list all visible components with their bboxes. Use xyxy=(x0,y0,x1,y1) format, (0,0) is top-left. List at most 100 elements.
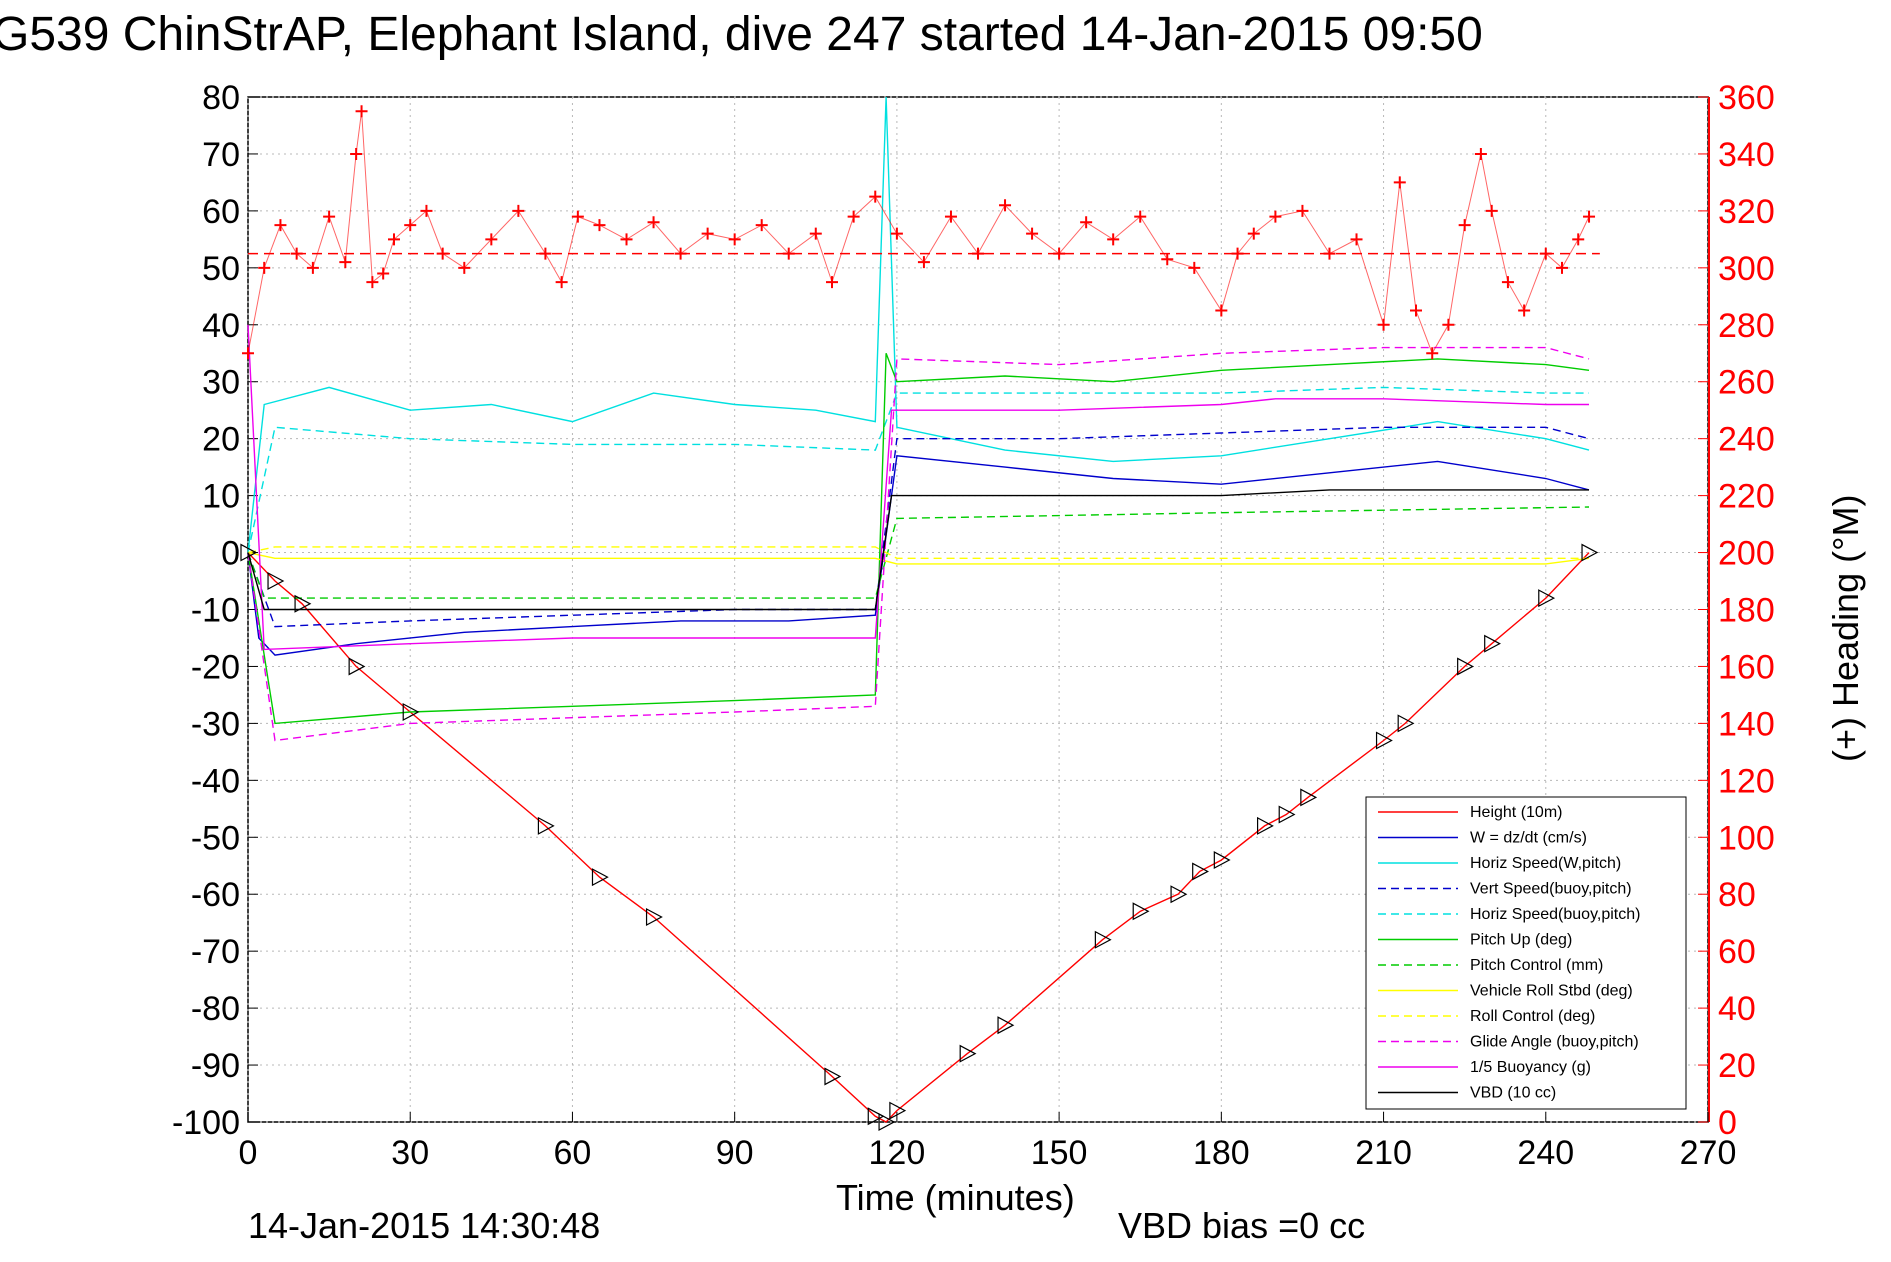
right-tick-label: 200 xyxy=(1718,535,1775,573)
height-marker xyxy=(889,1101,907,1120)
y-tick-label: -70 xyxy=(191,933,240,971)
legend-label-2: Horiz Speed(W,pitch) xyxy=(1470,855,1621,872)
legend-label-4: Horiz Speed(buoy,pitch) xyxy=(1470,906,1640,923)
heading-point xyxy=(436,247,449,260)
right-tick-label: 40 xyxy=(1718,990,1756,1028)
heading-point xyxy=(1442,318,1455,331)
legend-label-5: Pitch Up (deg) xyxy=(1470,932,1572,949)
right-y-axis: 3603403203002802602402202001801601401201… xyxy=(1698,79,1775,1142)
series-line-10 xyxy=(247,324,1589,651)
y-tick-label: 30 xyxy=(202,364,240,402)
heading-point xyxy=(728,233,741,246)
heading-point xyxy=(485,233,498,246)
height-marker xyxy=(1457,657,1474,676)
height-marker xyxy=(294,594,312,613)
x-tick-label: 240 xyxy=(1517,1134,1574,1172)
heading-point xyxy=(1080,216,1093,229)
heading-point xyxy=(323,210,336,223)
heading-point xyxy=(420,204,433,217)
height-marker xyxy=(1375,731,1393,750)
height-marker xyxy=(1484,634,1501,653)
series-line-4 xyxy=(247,386,1589,553)
legend-label-3: Vert Speed(buoy,pitch) xyxy=(1470,881,1632,898)
heading-point xyxy=(274,219,287,232)
heading-point xyxy=(701,227,714,240)
height-marker xyxy=(959,1044,977,1063)
right-tick-label: 60 xyxy=(1718,933,1756,971)
height-marker xyxy=(1213,851,1231,870)
heading-point xyxy=(1188,261,1201,274)
heading-point xyxy=(1026,227,1039,240)
right-tick-label: 260 xyxy=(1718,364,1775,402)
height-marker xyxy=(1132,902,1150,921)
legend-label-7: Vehicle Roll Stbd (deg) xyxy=(1470,983,1633,1000)
heading-trace xyxy=(247,111,1590,355)
x-tick-label: 0 xyxy=(239,1134,258,1172)
x-tick-label: 90 xyxy=(716,1134,754,1172)
height-marker xyxy=(348,657,366,676)
legend-label-1: W = dz/dt (cm/s) xyxy=(1470,830,1587,847)
series-line-8 xyxy=(247,546,1589,559)
heading-point xyxy=(1161,253,1174,266)
legend-label-10: 1/5 Buoyancy (g) xyxy=(1470,1059,1591,1076)
heading-point xyxy=(339,256,352,269)
heading-point xyxy=(1539,247,1552,260)
heading-point xyxy=(1107,233,1120,246)
left-y-axis: 80 70 60 50 40 30 20 10 0 -10 -20 -30 -40 -50 -60 -70 -8… xyxy=(172,79,258,1142)
y-tick-label: -90 xyxy=(191,1047,240,1085)
right-y-axis-label: (+) Heading (°M) xyxy=(1825,495,1866,762)
heading-point xyxy=(539,247,552,260)
heading-point xyxy=(999,199,1012,212)
height-marker xyxy=(1192,862,1209,881)
height-marker xyxy=(645,908,663,926)
height-marker xyxy=(1538,589,1556,608)
legend-label-8: Roll Control (deg) xyxy=(1470,1008,1595,1025)
heading-point xyxy=(1323,247,1336,260)
right-tick-label: 280 xyxy=(1718,307,1775,345)
height-marker xyxy=(824,1067,842,1086)
x-tick-label: 210 xyxy=(1355,1134,1412,1172)
height-marker xyxy=(1397,714,1415,733)
y-tick-label: -10 xyxy=(191,592,240,630)
heading-point xyxy=(1377,318,1390,331)
heading-point xyxy=(944,210,957,223)
x-axis-label: Time (minutes) xyxy=(836,1177,1075,1218)
heading-point xyxy=(1474,147,1487,160)
height-marker xyxy=(997,1016,1015,1035)
right-tick-label: 160 xyxy=(1718,648,1775,686)
legend-label-0: Height (10m) xyxy=(1470,804,1562,821)
heading-point xyxy=(350,147,363,160)
x-tick-label: 180 xyxy=(1193,1134,1250,1172)
heading-point xyxy=(458,261,471,274)
y-tick-label: -80 xyxy=(191,990,240,1028)
right-tick-label: 80 xyxy=(1718,876,1756,914)
legend-label-6: Pitch Control (mm) xyxy=(1470,957,1603,974)
y-tick-label: 0 xyxy=(221,535,240,573)
heading-point xyxy=(593,219,606,232)
heading-point xyxy=(890,227,903,240)
heading-point xyxy=(512,204,525,217)
y-tick-label: -20 xyxy=(191,648,240,686)
height-markers xyxy=(240,543,1599,1131)
y-tick-label: 50 xyxy=(202,250,240,288)
y-tick-label: 70 xyxy=(202,136,240,174)
heading-point xyxy=(1501,276,1514,289)
height-marker xyxy=(591,868,609,887)
legend: Height (10m) W = dz/dt (cm/s) Horiz Speed(… xyxy=(1365,796,1687,1110)
y-tick-label: -30 xyxy=(191,705,240,743)
heading-point xyxy=(377,267,390,280)
height-marker xyxy=(537,816,555,835)
y-tick-label: -40 xyxy=(191,762,240,800)
y-tick-label: 20 xyxy=(202,421,240,459)
heading-point xyxy=(1426,347,1439,360)
heading-point xyxy=(972,247,984,260)
height-marker xyxy=(1300,788,1318,807)
height-marker xyxy=(402,703,420,721)
x-tick-label: 120 xyxy=(869,1134,926,1172)
y-tick-label: 60 xyxy=(202,193,240,231)
heading-point xyxy=(290,247,303,260)
series-line-0 xyxy=(247,552,1590,1123)
heading-point xyxy=(571,210,584,223)
heading-point xyxy=(366,276,379,289)
y-tick-label: -60 xyxy=(191,876,240,914)
